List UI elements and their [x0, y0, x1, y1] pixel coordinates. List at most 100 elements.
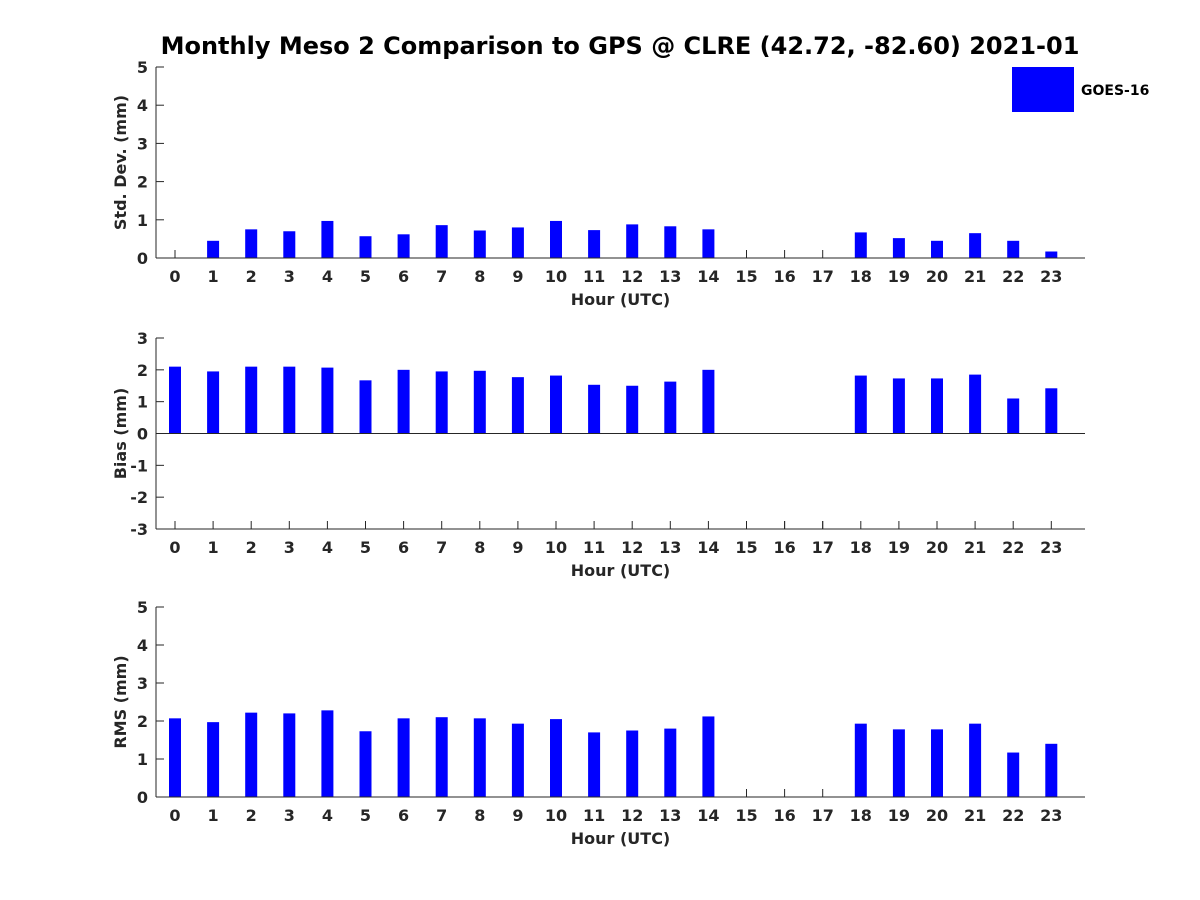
std-dev-x-tick-label: 18 — [850, 267, 872, 286]
bias-bar-20 — [931, 378, 943, 434]
bias-bar-18 — [854, 375, 867, 434]
std-dev-x-tick-label: 14 — [697, 267, 719, 286]
rms-x-tick-label: 7 — [436, 806, 447, 825]
legend-swatch — [1012, 67, 1074, 112]
std-dev-x-tick-label: 16 — [773, 267, 795, 286]
bias-bar-1 — [207, 371, 220, 434]
std-dev-bar-19 — [892, 238, 905, 258]
bias-x-tick-label: 5 — [360, 538, 371, 557]
std-dev-bar-8 — [473, 230, 486, 258]
std-dev-bar-11 — [588, 230, 601, 258]
std-dev-x-tick-label: 2 — [246, 267, 257, 286]
std-dev-x-tick-label: 22 — [1002, 267, 1024, 286]
bias-x-tick-label: 8 — [474, 538, 485, 557]
bias-bar-23 — [1045, 388, 1058, 434]
bias-x-tick-label: 17 — [812, 538, 834, 557]
std-dev-bar-10 — [550, 220, 562, 258]
rms-bar-23 — [1045, 743, 1058, 797]
bias-x-tick-label: 12 — [621, 538, 643, 557]
rms-x-tick-label: 23 — [1040, 806, 1062, 825]
bias-y-tick-label: -3 — [130, 520, 148, 539]
std-dev-x-tick-label: 17 — [812, 267, 834, 286]
std-dev-bar-12 — [626, 224, 639, 258]
bias-bar-4 — [321, 367, 334, 434]
bias-bar-13 — [664, 381, 677, 434]
rms-x-tick-label: 22 — [1002, 806, 1024, 825]
rms-bar-21 — [969, 723, 982, 797]
rms-x-tick-label: 4 — [322, 806, 333, 825]
std-dev-y-tick-label: 2 — [137, 173, 148, 192]
std-dev-x-tick-label: 9 — [512, 267, 523, 286]
std-dev-x-tick-label: 19 — [888, 267, 910, 286]
bias-x-tick-label: 1 — [208, 538, 219, 557]
bias-bar-7 — [435, 371, 448, 434]
std-dev-bar-23 — [1045, 251, 1058, 258]
rms-x-tick-label: 5 — [360, 806, 371, 825]
std-dev-x-tick-label: 6 — [398, 267, 409, 286]
rms-x-tick-label: 21 — [964, 806, 986, 825]
std-dev-x-tick-label: 3 — [284, 267, 295, 286]
rms-x-tick-label: 0 — [169, 806, 180, 825]
bias-x-tick-label: 6 — [398, 538, 409, 557]
rms-x-tick-label: 19 — [888, 806, 910, 825]
bias-x-tick-label: 2 — [246, 538, 257, 557]
std-dev-bar-20 — [931, 240, 943, 258]
rms-bar-2 — [245, 712, 258, 797]
rms-bar-0 — [169, 718, 181, 797]
std-dev-y-axis-label: Std. Dev. (mm) — [111, 95, 130, 230]
rms-x-tick-label: 12 — [621, 806, 643, 825]
rms-bar-8 — [473, 718, 486, 797]
bias-x-tick-label: 23 — [1040, 538, 1062, 557]
rms-y-tick-label: 5 — [137, 598, 148, 617]
std-dev-bar-3 — [283, 231, 296, 258]
bias-x-tick-label: 21 — [964, 538, 986, 557]
rms-x-tick-label: 1 — [208, 806, 219, 825]
rms-x-tick-label: 9 — [512, 806, 523, 825]
bias-bar-9 — [511, 377, 524, 434]
std-dev-bar-18 — [854, 232, 867, 258]
std-dev-x-tick-label: 8 — [474, 267, 485, 286]
bias-bar-10 — [550, 375, 562, 434]
std-dev-x-axis-label: Hour (UTC) — [571, 290, 671, 309]
bias-x-axis-label: Hour (UTC) — [571, 561, 671, 580]
rms-bar-6 — [397, 718, 410, 797]
bias-y-tick-label: 3 — [137, 329, 148, 348]
bias-bar-11 — [588, 384, 601, 434]
bias-x-tick-label: 20 — [926, 538, 948, 557]
rms-x-tick-label: 6 — [398, 806, 409, 825]
std-dev-x-tick-label: 21 — [964, 267, 986, 286]
std-dev-bar-2 — [245, 229, 258, 258]
bias-y-tick-label: 0 — [137, 425, 148, 444]
std-dev-x-tick-label: 5 — [360, 267, 371, 286]
bias-bar-3 — [283, 366, 296, 434]
rms-bar-3 — [283, 713, 296, 797]
rms-bar-7 — [435, 717, 448, 797]
bias-x-tick-label: 4 — [322, 538, 333, 557]
rms-bar-13 — [664, 728, 677, 797]
std-dev-x-tick-label: 12 — [621, 267, 643, 286]
std-dev-y-tick-label: 4 — [137, 96, 148, 115]
bias-x-tick-label: 0 — [169, 538, 180, 557]
std-dev-x-tick-label: 15 — [735, 267, 757, 286]
rms-bar-11 — [588, 732, 601, 797]
std-dev-bar-14 — [702, 229, 715, 258]
std-dev-bar-4 — [321, 220, 334, 258]
rms-x-tick-label: 16 — [773, 806, 795, 825]
std-dev-bar-6 — [397, 234, 410, 258]
bias-x-tick-label: 9 — [512, 538, 523, 557]
rms-bar-4 — [321, 710, 334, 797]
rms-y-axis-label: RMS (mm) — [111, 655, 130, 748]
std-dev-x-tick-label: 23 — [1040, 267, 1062, 286]
bias-bar-21 — [969, 374, 982, 434]
std-dev-bar-22 — [1007, 240, 1020, 258]
rms-x-axis-label: Hour (UTC) — [571, 829, 671, 848]
bias-x-tick-label: 3 — [284, 538, 295, 557]
rms-y-tick-label: 1 — [137, 750, 148, 769]
std-dev-y-tick-label: 1 — [137, 211, 148, 230]
rms-x-tick-label: 2 — [246, 806, 257, 825]
rms-y-tick-label: 0 — [137, 788, 148, 807]
bias-bar-14 — [702, 369, 715, 434]
bias-y-axis-label: Bias (mm) — [111, 388, 130, 480]
rms-y-tick-label: 4 — [137, 636, 148, 655]
